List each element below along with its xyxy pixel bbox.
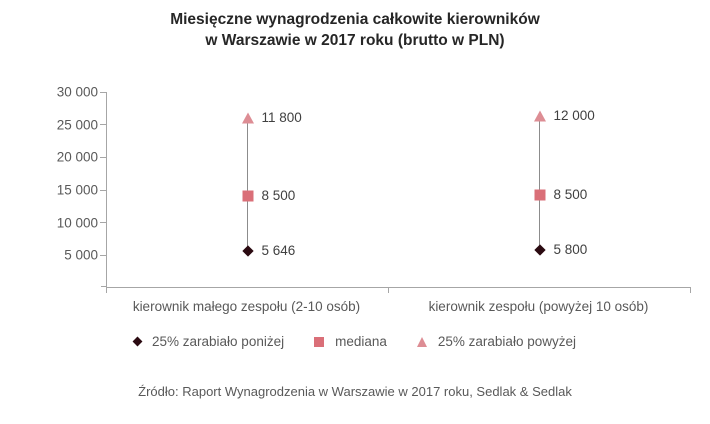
y-axis-tick-label: 5 000 [64,247,98,263]
y-axis-tick-label: 15 000 [56,182,98,198]
data-value-label: 12 000 [553,108,595,124]
x-axis-tick-left [106,287,107,293]
category-label-large-team: kierownik zespołu (powyżej 10 osób) [428,299,649,314]
square-marker-icon [242,190,253,202]
legend-label-below: 25% zarabiało poniżej [152,334,285,349]
legend-item-above: 25% zarabiało powyżej [416,334,576,349]
y-axis-tick-label: 30 000 [56,84,98,100]
x-axis-tick-overhang [101,286,107,287]
y-axis-tick [100,156,106,158]
legend: 25% zarabiało poniżej mediana 25% zarabi… [0,334,710,349]
range-connector-line [247,118,248,252]
y-axis-tick-label: 20 000 [56,149,98,165]
legend-item-median: mediana [314,334,387,349]
y-axis-tick [100,189,106,191]
y-axis-tick [100,222,106,224]
y-axis-tick [100,91,106,93]
y-axis-tick-label: 10 000 [56,215,98,231]
data-value-label: 5 646 [261,243,296,259]
data-value-label: 5 800 [553,242,588,258]
y-axis-tick [100,254,106,256]
legend-label-median: mediana [335,334,387,349]
y-axis-tick-label: 25 000 [56,117,98,133]
square-icon [314,336,325,347]
data-value-label: 8 500 [553,186,588,202]
chart-title: Miesięczne wynagrodzenia całkowite kiero… [0,9,710,51]
square-marker-icon [534,189,545,201]
diamond-icon [132,336,143,347]
y-axis-tick [100,124,106,126]
legend-label-above: 25% zarabiało powyżej [437,334,576,349]
chart-title-line1: Miesięczne wynagrodzenia całkowite kiero… [170,11,540,28]
triangle-marker-icon [533,110,546,122]
category-label-small-team: kierownik małego zespołu (2-10 osób) [132,299,361,314]
diamond-marker-icon [533,244,546,256]
triangle-icon [416,336,427,347]
data-value-label: 8 500 [261,187,296,203]
x-axis-tick-right [690,287,691,293]
triangle-marker-icon [241,112,254,124]
legend-item-below: 25% zarabiało poniżej [132,334,285,349]
source-note: Źródło: Raport Wynagrodzenia w Warszawie… [138,384,572,399]
range-connector-line [539,116,540,251]
chart-title-line2: w Warszawie w 2017 roku (brutto w PLN) [205,32,505,49]
x-axis-tick-middle [388,287,389,293]
plot-area: 30 000 25 000 20 000 15 000 10 000 5 000 5 646… [57,85,691,293]
data-value-label: 11 800 [261,110,302,126]
diamond-marker-icon [241,245,254,257]
